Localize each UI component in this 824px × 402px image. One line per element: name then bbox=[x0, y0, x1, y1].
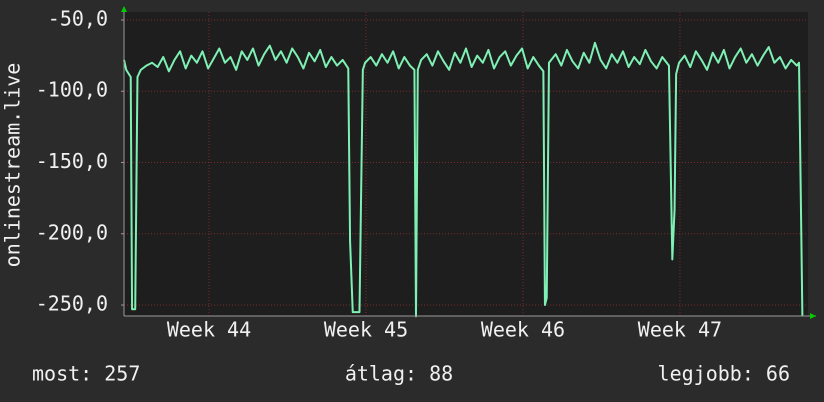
y-tick-label: -150,0 bbox=[36, 149, 108, 173]
y-axis-label: onlinestream.live bbox=[1, 63, 25, 268]
y-tick-label: -250,0 bbox=[36, 292, 108, 316]
x-tick-label: Week 44 bbox=[167, 318, 251, 342]
y-tick-label: -50,0 bbox=[48, 6, 108, 30]
plot-area bbox=[124, 12, 808, 316]
series-line bbox=[123, 41, 804, 318]
grid bbox=[121, 12, 808, 316]
y-tick-label: -200,0 bbox=[36, 220, 108, 244]
x-tick-label: Week 45 bbox=[324, 318, 408, 342]
footer-stat: legjobb: 66 bbox=[658, 362, 790, 386]
x-tick-label: Week 46 bbox=[481, 318, 565, 342]
footer-stat: átlag: 88 bbox=[345, 362, 453, 386]
footer-stat: most: 257 bbox=[32, 362, 140, 386]
x-arrow bbox=[810, 313, 816, 319]
y-arrow bbox=[121, 6, 127, 12]
y-tick-label: -100,0 bbox=[36, 78, 108, 102]
marks bbox=[123, 41, 804, 318]
x-tick-label: Week 47 bbox=[638, 318, 722, 342]
